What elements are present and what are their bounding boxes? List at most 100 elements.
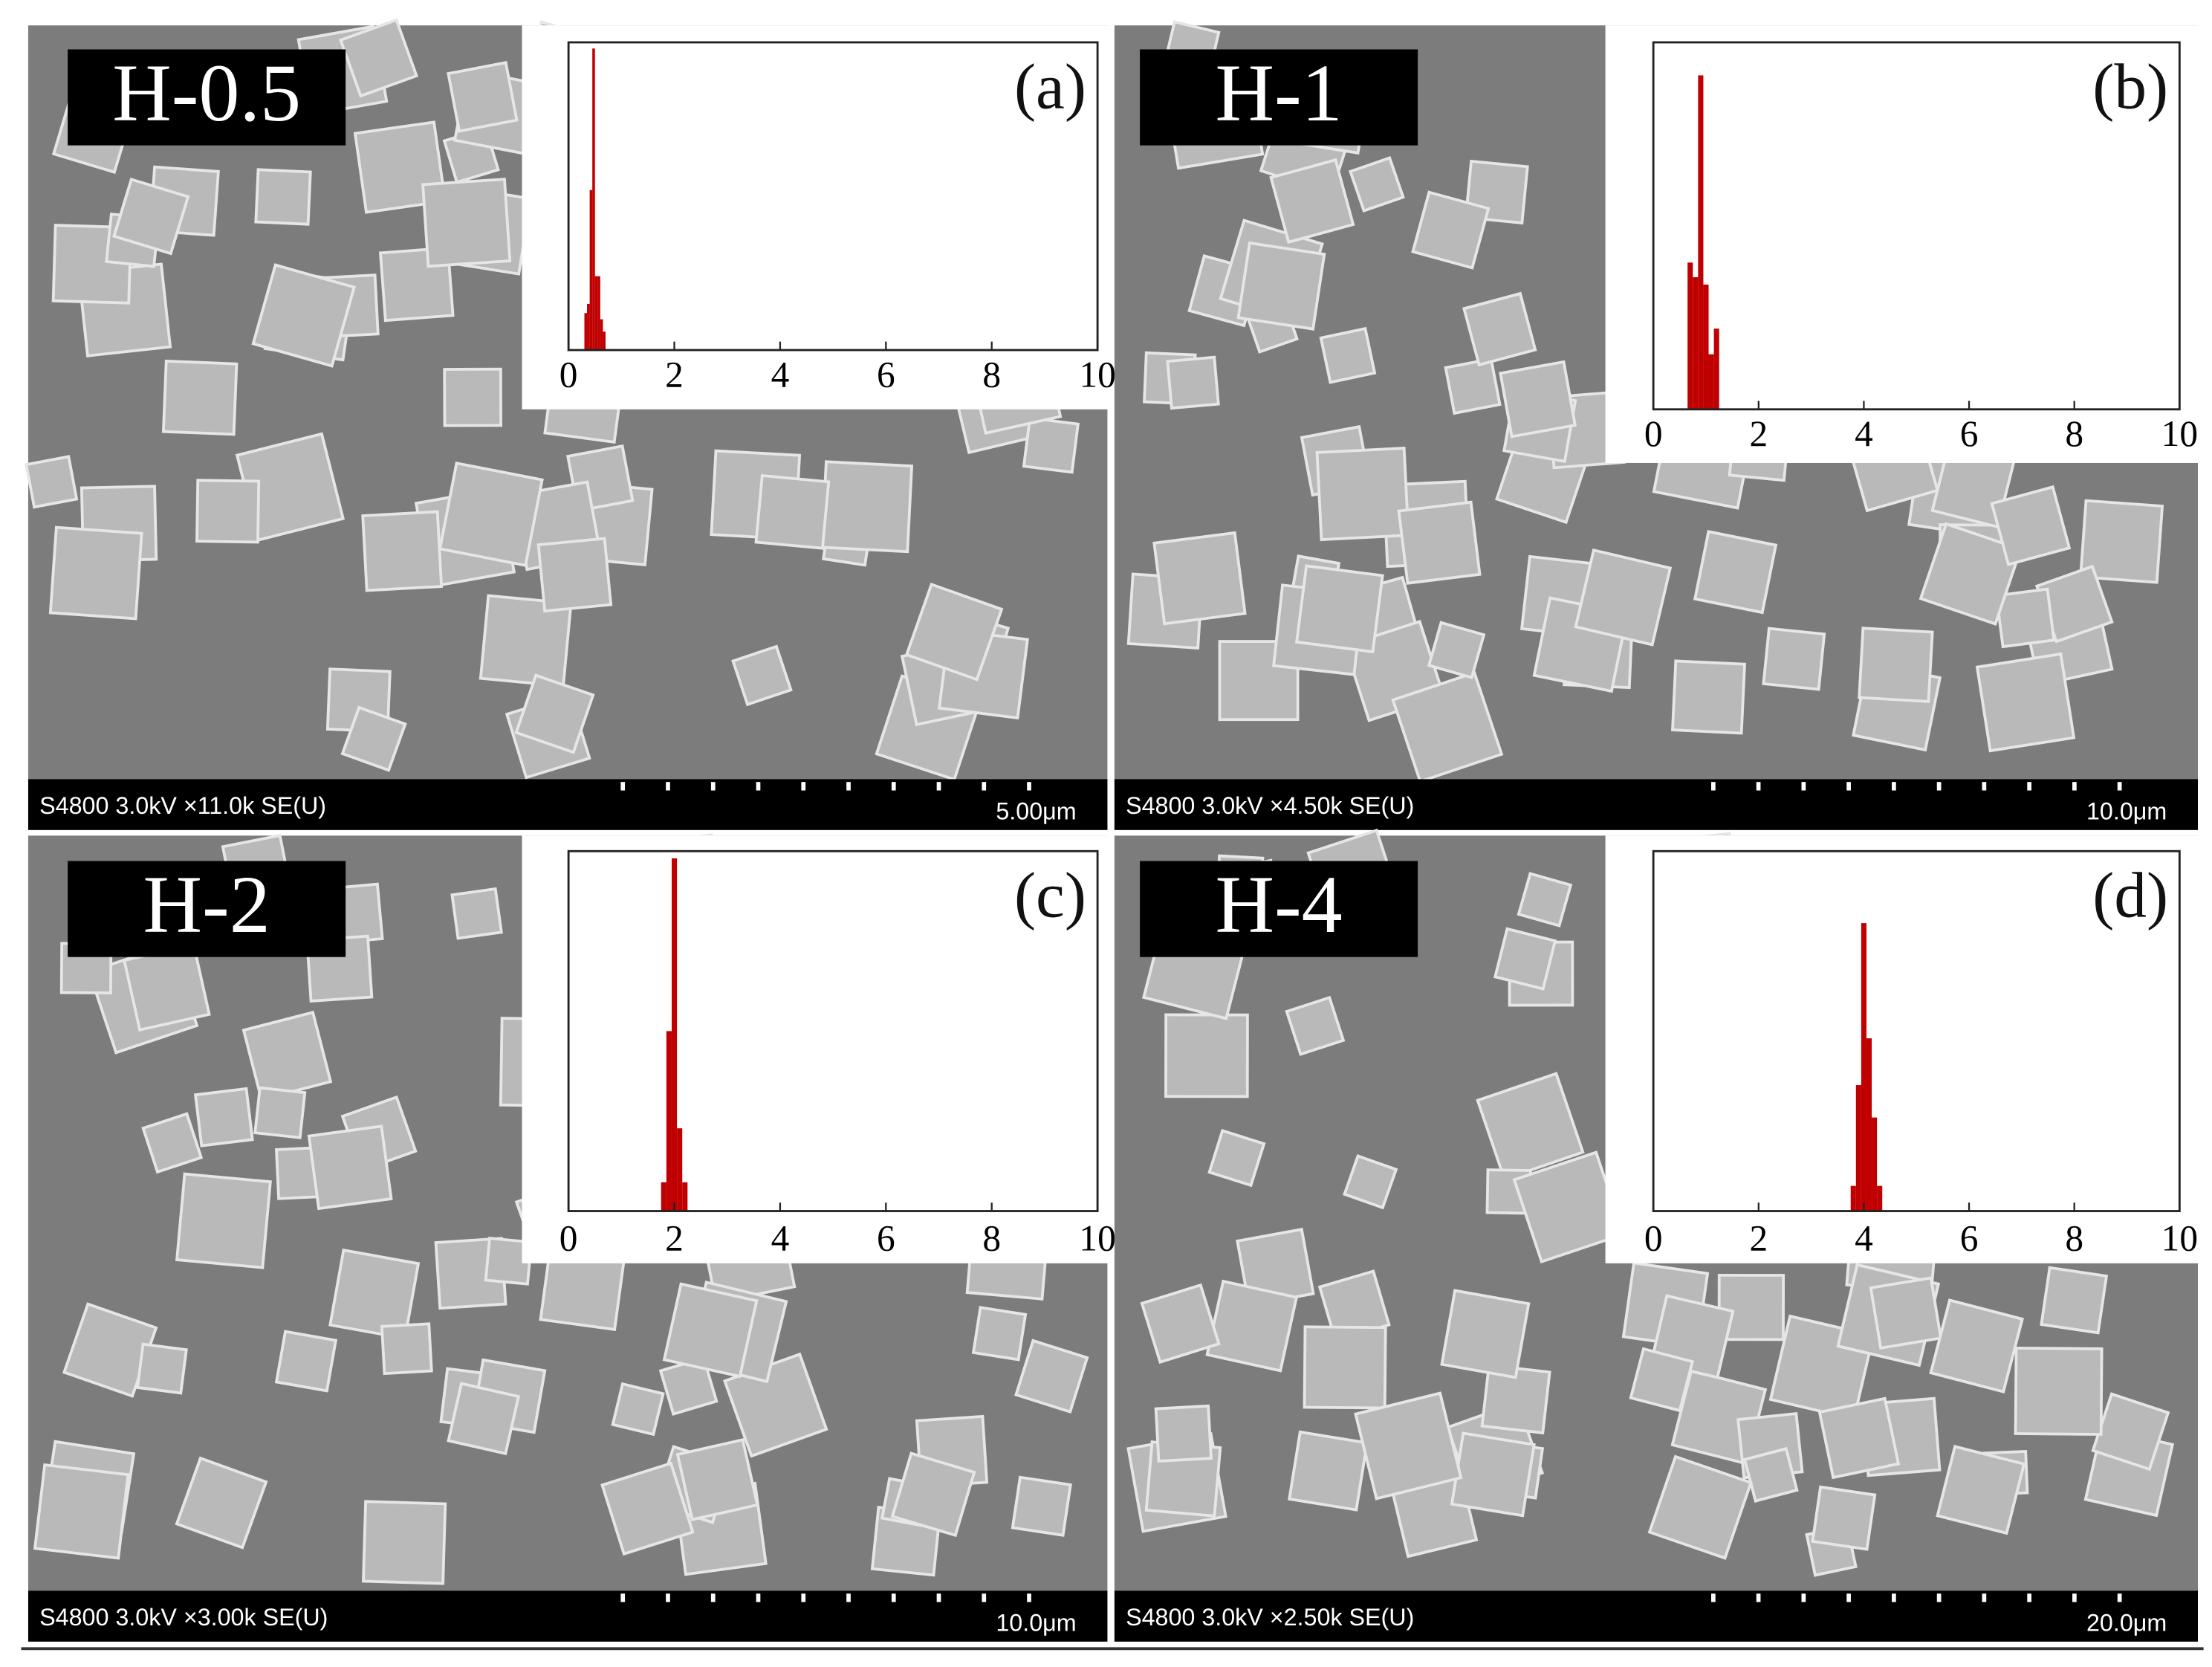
scale-dot	[620, 1593, 626, 1602]
x-tick-label: 10	[2161, 1218, 2198, 1259]
crystal	[361, 1500, 447, 1585]
histogram-bar	[1855, 1085, 1861, 1211]
crystal	[820, 460, 914, 554]
crystal	[122, 943, 211, 1032]
scale-dot	[936, 1593, 941, 1602]
panel-label: (c)	[1014, 859, 1086, 931]
crystal	[600, 1461, 695, 1556]
crystal	[1762, 627, 1826, 691]
info-bar	[27, 1590, 1108, 1642]
scale-dot	[2027, 1593, 2031, 1602]
plot-frame	[1652, 41, 2181, 411]
crystal	[195, 479, 261, 544]
scale-dot	[1027, 782, 1031, 791]
x-tick-label: 10	[1079, 1218, 1115, 1259]
x-tick-label: 0	[560, 354, 578, 395]
x-tick-label: 6	[1960, 1218, 1979, 1259]
crystal	[1348, 156, 1405, 213]
crystal	[675, 1437, 759, 1521]
crystal	[1164, 1013, 1249, 1098]
crystal	[1462, 291, 1537, 367]
x-tick-label: 0	[1644, 1218, 1663, 1259]
info-text: S4800 3.0kV ×11.0k SE(U)	[39, 792, 326, 819]
histogram-bar	[1713, 328, 1719, 410]
crystal	[479, 594, 573, 688]
crystal	[1391, 670, 1504, 783]
histogram-bar	[603, 331, 606, 351]
crystal	[135, 1342, 188, 1395]
sample-label-box	[1140, 49, 1418, 146]
scale-dot	[710, 782, 716, 791]
crystal	[1236, 241, 1326, 331]
scale-dot	[1756, 782, 1761, 791]
scale-dot	[846, 1593, 851, 1602]
crystal	[340, 705, 407, 772]
scale-text: 5.00μm	[996, 797, 1076, 824]
crystal	[380, 1322, 433, 1376]
plot-frame	[1652, 849, 2181, 1212]
crystal	[890, 1451, 976, 1538]
crystal	[1811, 1485, 1877, 1551]
info-bar	[27, 779, 1108, 830]
scale-dot	[1710, 782, 1716, 791]
histogram-inset	[522, 835, 1112, 1263]
crystal	[1294, 564, 1384, 654]
scale-dot	[2072, 1593, 2077, 1602]
crystal	[450, 887, 503, 940]
crystal	[1858, 627, 1934, 703]
crystal	[1670, 659, 1747, 735]
crystal	[443, 367, 502, 427]
histogram-bar	[584, 313, 588, 351]
histogram-bar	[594, 276, 598, 351]
crystal	[1303, 1325, 1387, 1410]
crystal	[1450, 1431, 1536, 1518]
crystal	[1207, 1128, 1266, 1188]
crystal	[1869, 1276, 1943, 1350]
x-tick-label: 6	[877, 1218, 895, 1259]
crystal	[1994, 587, 2056, 649]
histogram-bar	[671, 858, 678, 1211]
crystal	[1288, 1430, 1369, 1512]
x-tick-label: 2	[665, 354, 684, 395]
x-tick-label: 10	[2161, 413, 2198, 454]
crystal	[1397, 500, 1482, 585]
crystal	[1929, 1298, 2024, 1394]
scale-dot	[2072, 782, 2077, 791]
crystal	[1440, 1289, 1531, 1379]
scale-dot	[1027, 1593, 1031, 1602]
scale-dot	[2117, 1593, 2122, 1602]
crystal	[1014, 1339, 1089, 1414]
crystal	[1493, 927, 1557, 991]
scale-dot	[1801, 1593, 1806, 1602]
scale-dot	[666, 1593, 670, 1602]
crystal	[1693, 529, 1778, 615]
crystal	[307, 1124, 393, 1211]
scale-dot	[1846, 782, 1851, 791]
x-tick-label: 0	[560, 1218, 578, 1259]
crystal	[254, 168, 312, 226]
crystal	[338, 18, 419, 98]
crystal	[1480, 1363, 1551, 1435]
histogram-bar	[587, 303, 590, 351]
scale-dot	[620, 782, 626, 791]
plot-frame	[567, 41, 1099, 352]
crystal	[1647, 1454, 1753, 1560]
x-tick-label: 8	[2065, 413, 2083, 454]
scale-text: 10.0μm	[2086, 797, 2167, 824]
crystal	[112, 177, 190, 256]
histogram-bar	[1850, 1185, 1856, 1211]
crystal	[1975, 652, 2076, 753]
sample-label: H-4	[1215, 859, 1342, 950]
crystal	[731, 644, 793, 707]
histogram-bar	[597, 276, 600, 351]
crystal	[1427, 621, 1486, 680]
scale-dot	[891, 782, 896, 791]
x-tick-label: 4	[1855, 1218, 1873, 1259]
crystal	[514, 673, 595, 754]
crystal	[971, 1306, 1028, 1362]
crystal	[438, 461, 544, 568]
crystal	[1919, 522, 2023, 626]
crystal	[251, 263, 356, 368]
crystal	[1499, 360, 1577, 438]
